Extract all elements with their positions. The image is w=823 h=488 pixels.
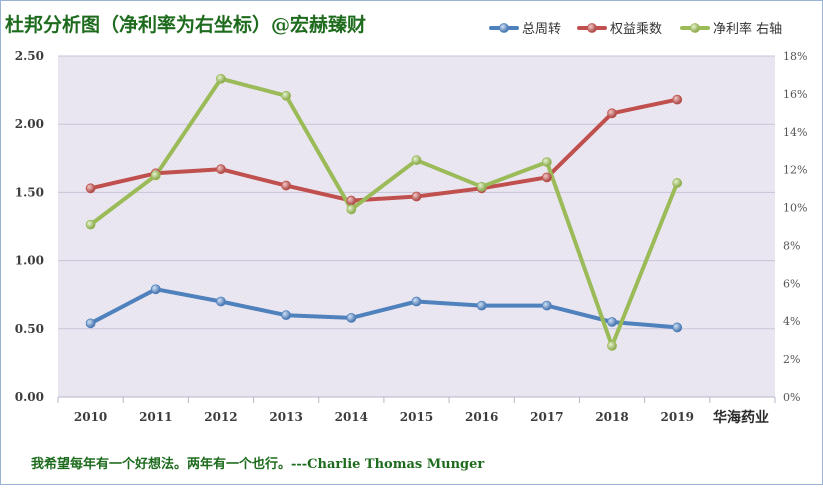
series-points [85, 73, 683, 351]
series-lines [88, 76, 680, 348]
right-tick-label: 14% [783, 126, 807, 139]
left-axis-ticks: 0.00 0.50 1.00 1.50 2.00 2.50 [15, 49, 44, 404]
series-line-0 [88, 287, 680, 330]
x-tick-label: 2014 [335, 410, 368, 424]
x-tick-label: 2012 [204, 410, 237, 424]
left-tick-label: 0.50 [15, 322, 44, 336]
x-tick-label: 2019 [661, 410, 694, 424]
series-line-2 [88, 76, 680, 348]
legend-label: 净利率 右轴 [713, 21, 782, 37]
series-point-0 [85, 318, 96, 329]
series-point-1 [85, 183, 96, 194]
left-tick-label: 1.00 [15, 254, 44, 268]
x-tick-label: 2015 [400, 410, 433, 424]
legend-label: 权益乘数 [610, 21, 662, 37]
left-tick-label: 0.00 [15, 390, 44, 404]
series-point-0 [476, 300, 487, 311]
right-tick-label: 2% [783, 353, 800, 366]
left-tick-label: 2.50 [15, 49, 44, 63]
series-point-1 [607, 108, 617, 119]
series-point-1 [346, 195, 357, 206]
series-point-0 [607, 317, 617, 327]
right-tick-label: 10% [783, 202, 807, 215]
series-point-0 [672, 322, 683, 333]
series-point-2 [216, 73, 226, 84]
footer-quote: 我希望每年有一个好想法。两年有一个也行。---Charlie Thomas Mu… [31, 456, 484, 472]
series-point-2 [541, 157, 552, 167]
series-point-0 [150, 284, 161, 295]
right-tick-label: 8% [783, 239, 800, 252]
legend-swatch-marker [587, 23, 597, 33]
series-point-0 [216, 296, 226, 307]
x-tick-label: 2011 [139, 410, 172, 424]
series-point-1 [216, 164, 226, 175]
company-label: 华海药业 [713, 409, 769, 426]
x-tick-label: 2016 [465, 410, 498, 424]
x-tick-label: 2013 [269, 410, 302, 424]
series-point-1 [541, 172, 552, 183]
series-point-2 [85, 219, 96, 230]
legend-label: 总周转 [522, 22, 561, 37]
series-point-1 [672, 94, 683, 105]
right-tick-label: 12% [783, 164, 807, 177]
x-axis-ticks: 2010 2011 2012 2013 2014 2015 2016 2017 2018 2019 [57, 396, 776, 424]
legend-swatch-marker [499, 23, 509, 33]
legend-swatch-marker [690, 23, 700, 33]
series-point-2 [281, 90, 292, 101]
left-tick-label: 1.50 [15, 185, 44, 199]
right-tick-label: 0% [783, 391, 800, 404]
series-point-2 [346, 204, 357, 215]
series-point-1 [281, 180, 292, 191]
series-point-1 [411, 191, 422, 202]
left-tick-label: 2.00 [15, 117, 44, 131]
right-tick-label: 16% [783, 88, 807, 101]
series-point-0 [411, 296, 422, 307]
plot-area [58, 56, 775, 397]
series-point-0 [541, 300, 552, 311]
series-point-2 [476, 181, 487, 192]
x-tick-label: 2018 [595, 410, 628, 424]
right-tick-label: 18% [783, 50, 807, 63]
series-point-2 [607, 340, 617, 351]
right-tick-label: 6% [783, 277, 800, 290]
x-tick-label: 2010 [74, 410, 107, 424]
series-point-0 [281, 310, 292, 321]
right-axis-ticks: 0% 2% 4% 6% 8% 10% 12% 14% 16% 18% [783, 50, 807, 404]
series-line-1 [88, 97, 680, 203]
x-tick-label: 2017 [530, 410, 563, 424]
series-point-0 [346, 312, 357, 323]
series-point-2 [150, 170, 161, 181]
series-point-2 [672, 178, 683, 188]
chart-title: 杜邦分析图（净利率为右坐标）@宏赫臻财 [5, 13, 366, 36]
series-point-2 [411, 155, 422, 166]
right-tick-label: 4% [783, 315, 800, 328]
legend: 总周转 权益乘数 净利率 右轴 [489, 21, 782, 37]
